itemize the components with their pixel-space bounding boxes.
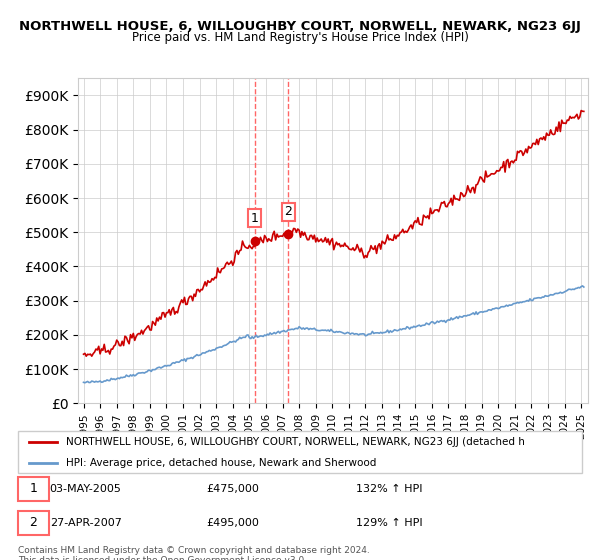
Text: 129% ↑ HPI: 129% ↑ HPI [356,518,423,528]
Text: Contains HM Land Registry data © Crown copyright and database right 2024.
This d: Contains HM Land Registry data © Crown c… [18,546,370,560]
Text: 2: 2 [29,516,37,529]
Text: 1: 1 [29,482,37,496]
Text: NORTHWELL HOUSE, 6, WILLOUGHBY COURT, NORWELL, NEWARK, NG23 6JJ: NORTHWELL HOUSE, 6, WILLOUGHBY COURT, NO… [19,20,581,32]
Text: Price paid vs. HM Land Registry's House Price Index (HPI): Price paid vs. HM Land Registry's House … [131,31,469,44]
Text: 132% ↑ HPI: 132% ↑ HPI [356,484,423,494]
Text: £475,000: £475,000 [206,484,259,494]
Text: 27-APR-2007: 27-APR-2007 [50,518,122,528]
Text: NORTHWELL HOUSE, 6, WILLOUGHBY COURT, NORWELL, NEWARK, NG23 6JJ (detached h: NORTHWELL HOUSE, 6, WILLOUGHBY COURT, NO… [66,437,525,447]
FancyBboxPatch shape [18,477,49,501]
FancyBboxPatch shape [18,511,49,534]
Text: £495,000: £495,000 [206,518,259,528]
FancyBboxPatch shape [18,431,582,473]
Text: 1: 1 [250,212,258,225]
Text: 03-MAY-2005: 03-MAY-2005 [50,484,122,494]
Text: HPI: Average price, detached house, Newark and Sherwood: HPI: Average price, detached house, Newa… [66,458,376,468]
Text: 2: 2 [284,205,292,218]
